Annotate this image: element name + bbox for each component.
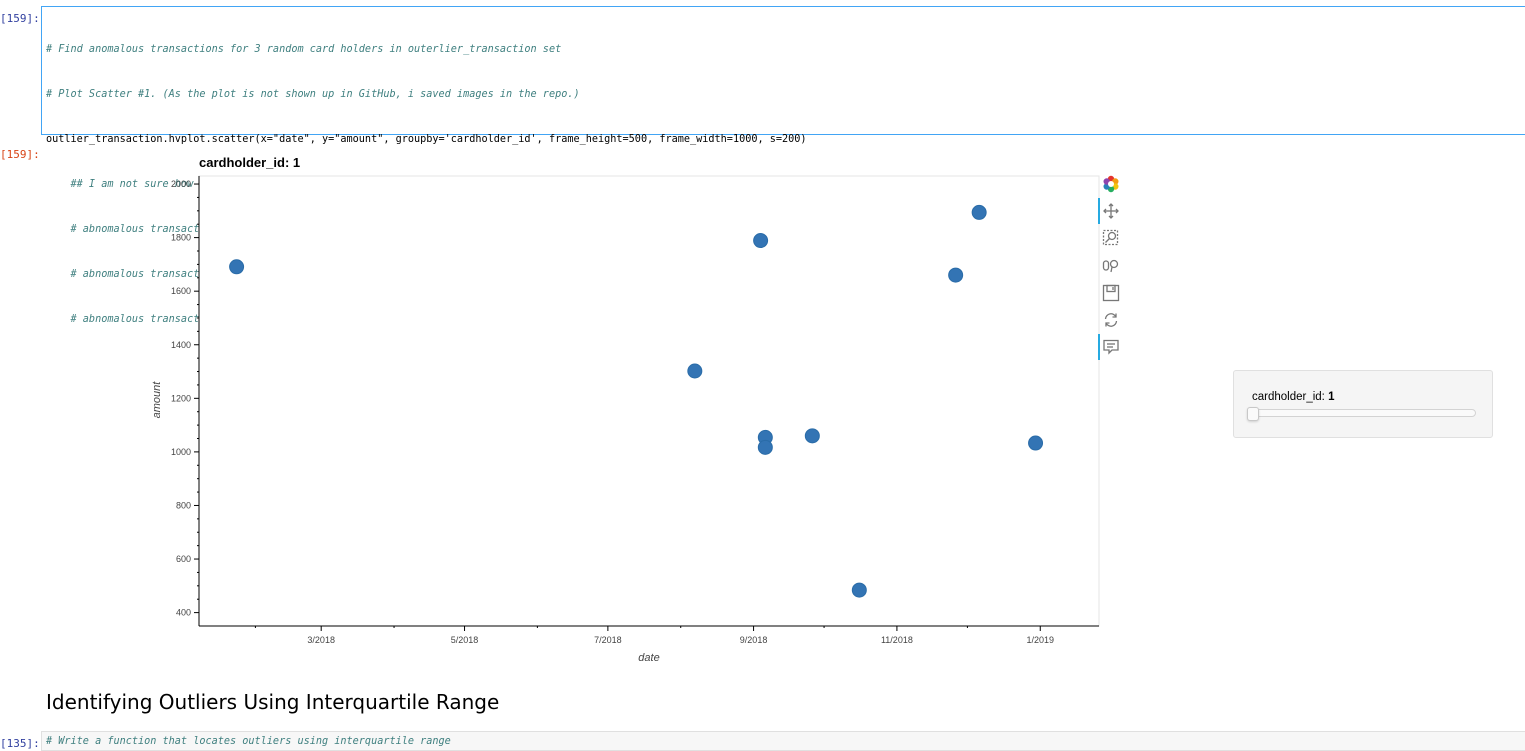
scatter-plot[interactable]: 400 600 800 1000 1200 1400 1600 1800 2000 3/2018 5… <box>140 170 1100 670</box>
scatter-points <box>229 204 1044 598</box>
widget-value: 1 <box>1328 391 1335 403</box>
scatter-point <box>229 259 245 275</box>
x-tick-label: 5/2018 <box>451 635 479 645</box>
groupby-widget: cardholder_id: 1 <box>1233 370 1493 438</box>
code-line: # Find anomalous transactions for 3 rand… <box>46 44 562 55</box>
x-tick-label: 3/2018 <box>307 635 335 645</box>
chart-title: cardholder_id: 1 <box>199 155 301 170</box>
code-line: outlier_transaction.hvplot.scatter(x="da… <box>46 134 807 145</box>
x-tick-label: 11/2018 <box>881 635 913 645</box>
x-axis-title: date <box>638 652 659 664</box>
y-axis-title: amount <box>151 381 163 419</box>
cardholder-slider-handle[interactable] <box>1247 407 1259 421</box>
y-tick-label: 1800 <box>171 233 191 243</box>
axes: 400 600 800 1000 1200 1400 1600 1800 2000 3/2018 5… <box>171 176 1099 645</box>
y-tick-label: 1600 <box>171 286 191 296</box>
scatter-point <box>1028 435 1044 451</box>
markdown-heading: Identifying Outliers Using Interquartile… <box>46 690 500 714</box>
scatter-point <box>757 439 773 455</box>
code-line: # Plot Scatter #1. (As the plot is not s… <box>46 89 580 100</box>
active-tool-indicator <box>1098 334 1100 360</box>
active-tool-indicator <box>1098 198 1100 224</box>
scatter-point <box>971 204 987 220</box>
bokeh-logo-icon[interactable] <box>1102 175 1120 193</box>
reset-icon[interactable] <box>1102 311 1120 329</box>
scatter-point <box>687 363 703 379</box>
y-tick-label: 2000 <box>171 179 191 189</box>
scatter-point <box>753 233 769 249</box>
widget-label: cardholder_id: 1 <box>1252 391 1335 403</box>
x-tick-label: 7/2018 <box>594 635 622 645</box>
y-tick-label: 400 <box>176 608 191 618</box>
y-tick-label: 800 <box>176 500 191 510</box>
pan-icon[interactable] <box>1102 202 1120 220</box>
save-icon[interactable] <box>1102 284 1120 302</box>
cardholder-slider-track[interactable] <box>1248 409 1476 417</box>
widget-label-text: cardholder_id: <box>1252 391 1325 403</box>
y-tick-label: 600 <box>176 554 191 564</box>
next-code-cell[interactable]: # Write a function that locates outliers… <box>41 731 1525 751</box>
y-tick-label: 1200 <box>171 393 191 403</box>
code-cell[interactable]: # Find anomalous transactions for 3 rand… <box>41 6 1525 325</box>
input-prompt: [159]: <box>0 12 40 25</box>
output-prompt: [159]: <box>0 148 40 161</box>
scatter-point <box>804 428 820 444</box>
hover-icon[interactable] <box>1102 338 1120 356</box>
scatter-point <box>948 267 964 283</box>
box-zoom-icon[interactable] <box>1102 229 1120 247</box>
scatter-point <box>851 582 867 598</box>
x-tick-label: 1/2019 <box>1026 635 1054 645</box>
wheel-zoom-icon[interactable] <box>1102 257 1120 275</box>
y-tick-label: 1400 <box>171 340 191 350</box>
y-tick-label: 1000 <box>171 447 191 457</box>
next-code-line: # Write a function that locates outliers… <box>46 736 451 747</box>
plot-frame <box>198 175 1100 627</box>
next-input-prompt: [135]: <box>0 737 40 750</box>
x-tick-label: 9/2018 <box>740 635 768 645</box>
